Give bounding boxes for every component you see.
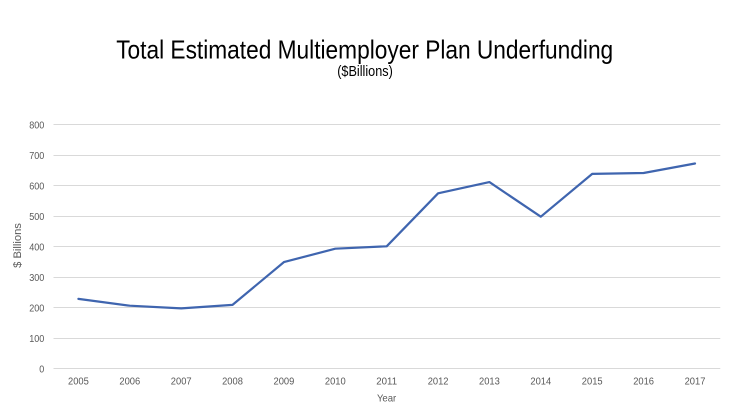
- svg-text:2007: 2007: [171, 377, 192, 388]
- svg-text:100: 100: [29, 334, 44, 345]
- svg-text:2010: 2010: [325, 377, 346, 388]
- svg-text:2016: 2016: [633, 377, 654, 388]
- svg-text:2011: 2011: [376, 377, 397, 388]
- svg-text:2012: 2012: [428, 377, 449, 388]
- svg-text:Total Estimated Multiemployer: Total Estimated Multiemployer Plan Under…: [116, 37, 613, 65]
- svg-text:Year: Year: [377, 394, 397, 405]
- svg-text:($Billions): ($Billions): [337, 64, 393, 80]
- svg-text:2008: 2008: [222, 377, 243, 388]
- svg-text:600: 600: [29, 182, 44, 193]
- svg-text:300: 300: [29, 273, 44, 284]
- svg-text:0: 0: [39, 365, 44, 376]
- svg-text:500: 500: [29, 212, 44, 223]
- svg-text:2006: 2006: [119, 377, 140, 388]
- svg-text:2017: 2017: [685, 377, 706, 388]
- svg-text:800: 800: [29, 121, 44, 132]
- svg-text:700: 700: [29, 151, 44, 162]
- svg-text:2015: 2015: [582, 377, 603, 388]
- svg-text:2009: 2009: [274, 377, 295, 388]
- svg-text:2005: 2005: [68, 377, 89, 388]
- svg-text:2014: 2014: [530, 377, 551, 388]
- svg-text:$ Billions: $ Billions: [12, 223, 24, 268]
- svg-text:400: 400: [29, 243, 44, 254]
- svg-text:200: 200: [29, 304, 44, 315]
- svg-text:2013: 2013: [479, 377, 500, 388]
